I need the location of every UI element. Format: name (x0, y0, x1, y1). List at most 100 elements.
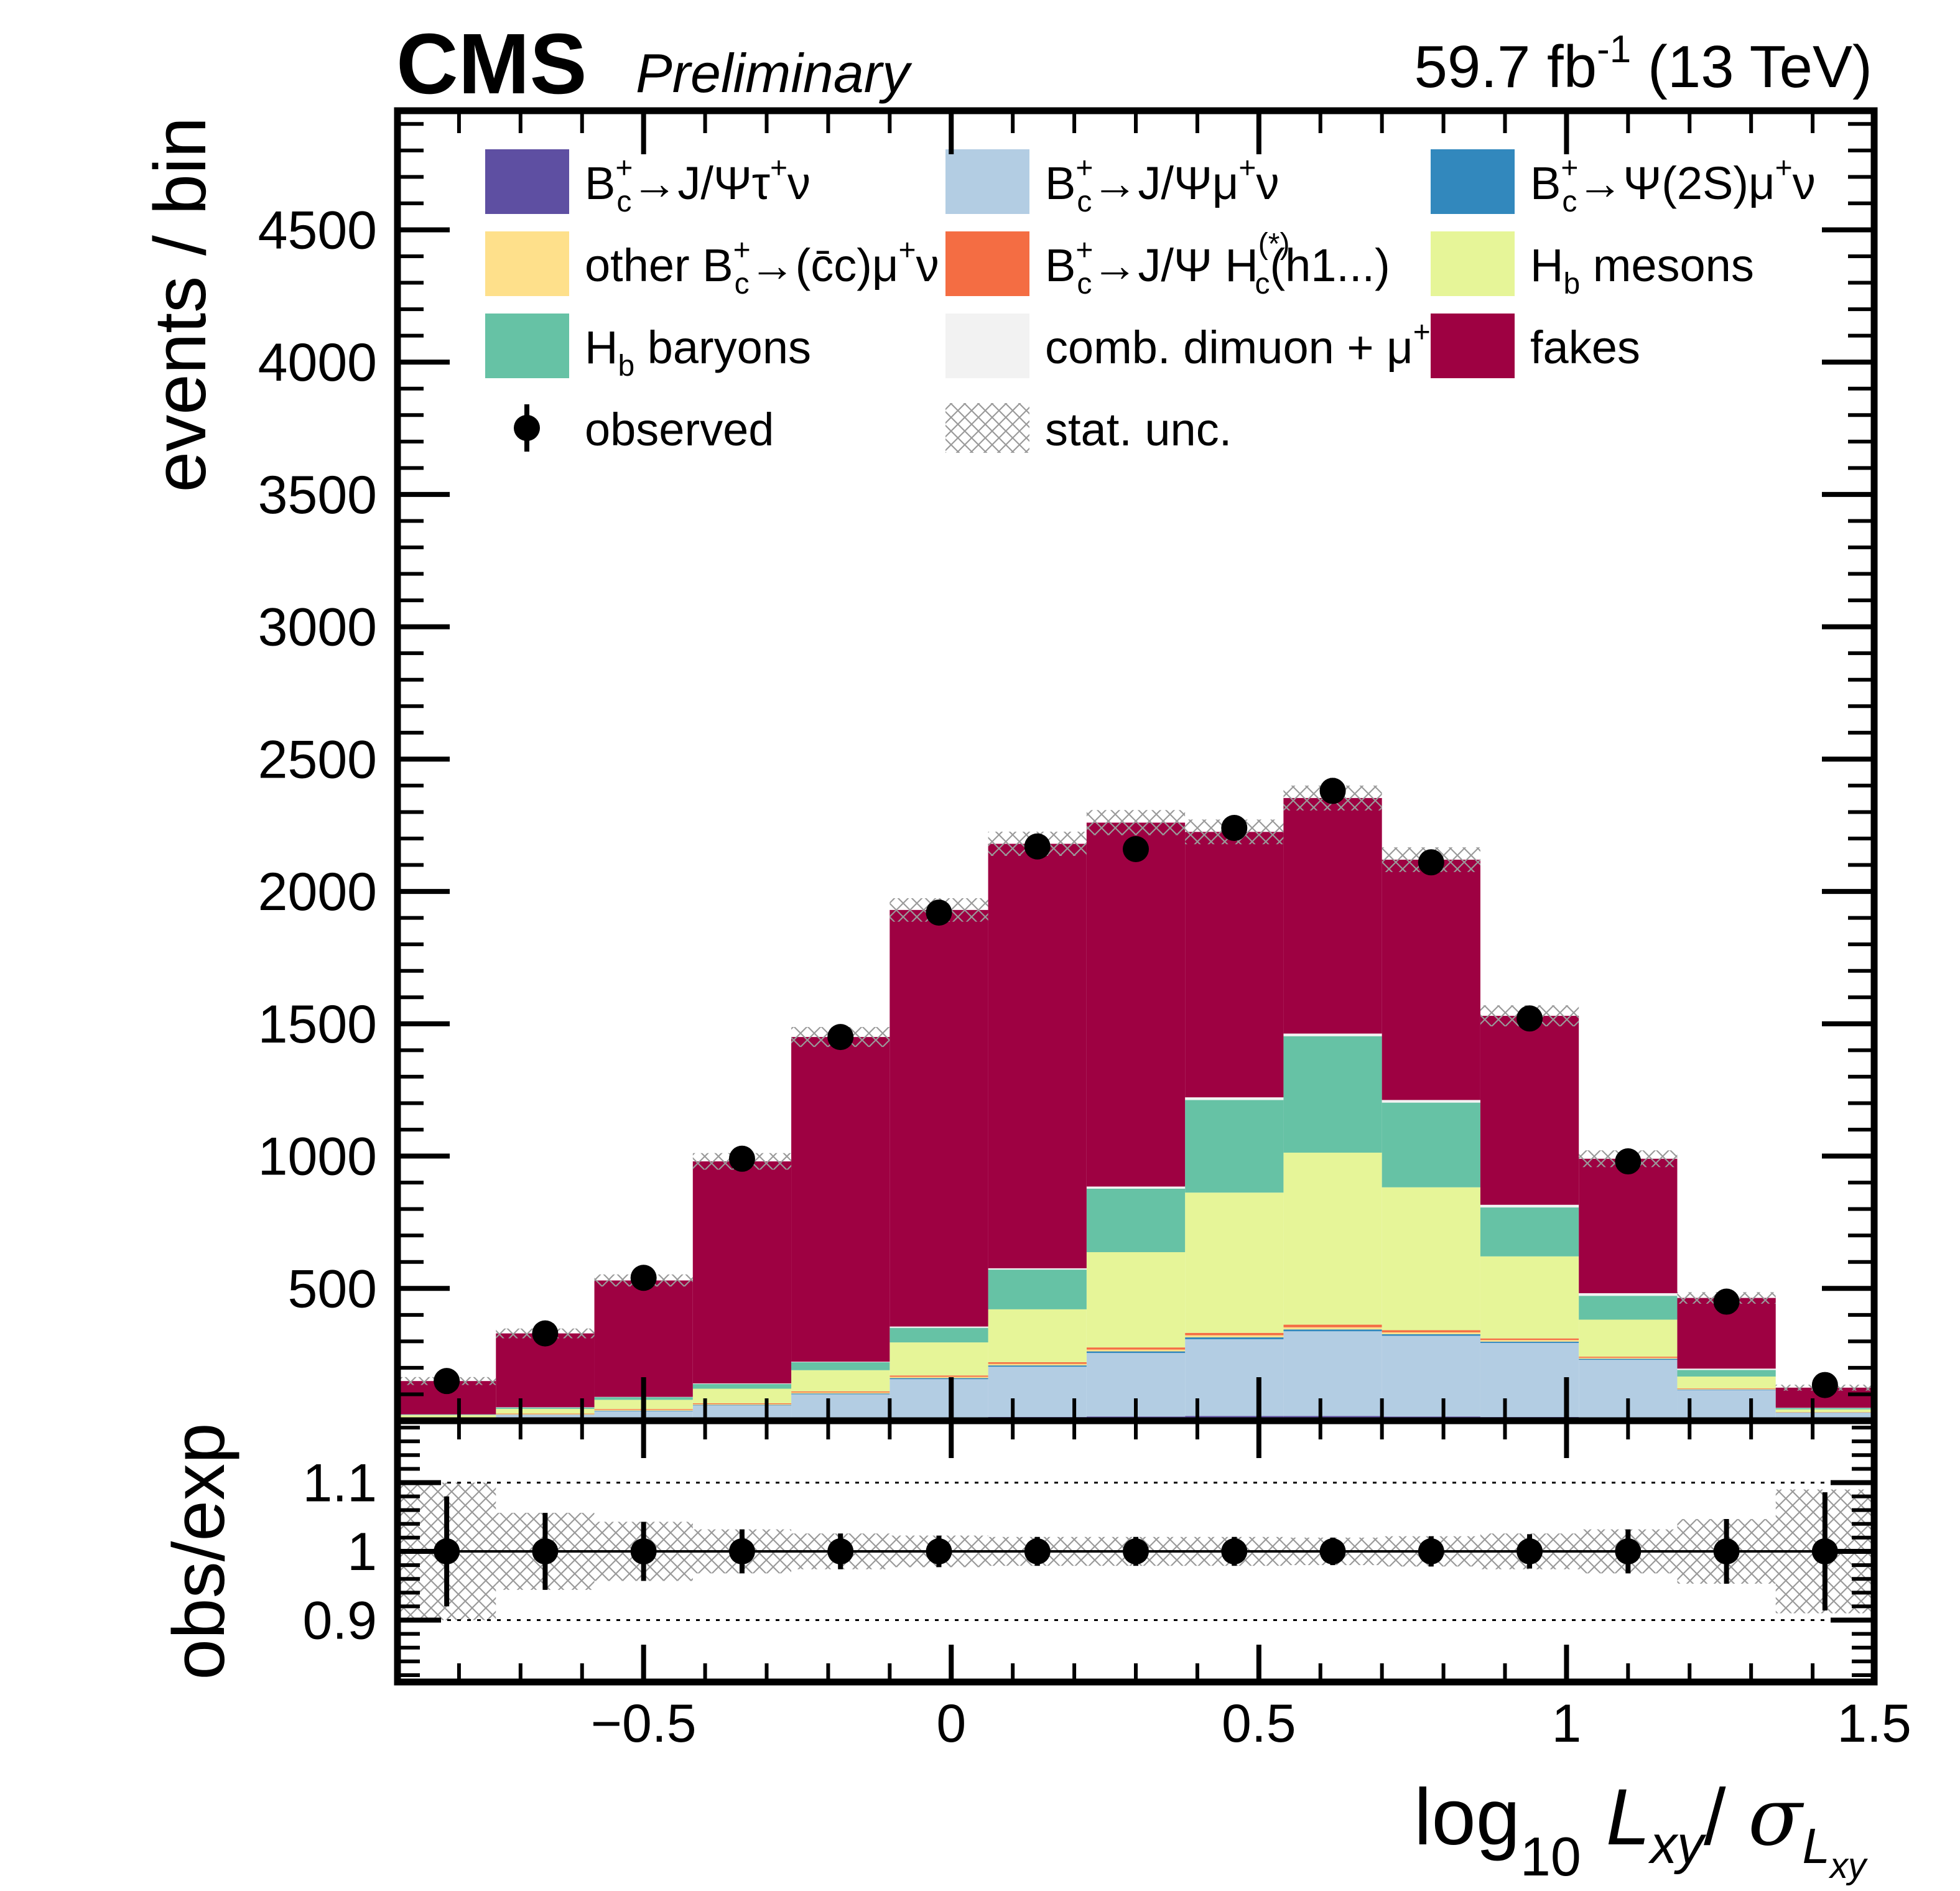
y-tick-label: 500 (288, 1259, 378, 1319)
bar-segment (1677, 1368, 1776, 1370)
bar-segment (1283, 797, 1382, 1034)
legend-label-part: →J/Ψμ (1092, 157, 1238, 209)
x-axis-label: log10 Lxy/ σLxy (1414, 1771, 1868, 1887)
x-label-log: log (1414, 1773, 1520, 1862)
bar-segment (1480, 1338, 1579, 1340)
legend-label-part: other (585, 239, 702, 291)
legend-label-part: B (1530, 157, 1561, 209)
bar-segment (1579, 1296, 1678, 1320)
bar-segment (889, 909, 988, 1327)
bar-segment (791, 1391, 890, 1393)
legend-label-part: c (616, 185, 631, 218)
legend-swatch (485, 314, 569, 378)
legend-label: B+ c→Ψ(2S)μ+ν (1530, 152, 1816, 218)
main-y-axis-label: events / bin (139, 117, 221, 492)
legend-swatch (945, 149, 1029, 214)
stacked-histogram (397, 797, 1874, 1421)
legend-label-part: c (1077, 185, 1092, 218)
obs-point (1123, 836, 1149, 863)
legend-marker (514, 415, 540, 441)
bar-segment (1382, 1102, 1480, 1187)
legend-label-part: + (899, 234, 916, 267)
bar-segment (1677, 1390, 1776, 1419)
legend-swatch (945, 314, 1029, 378)
y-tick-label: 4000 (258, 333, 377, 393)
legend-swatch (485, 231, 569, 296)
legend-label: stat. unc. (1045, 404, 1232, 455)
obs-point (532, 1320, 559, 1347)
legend-label-part: →J/Ψτ (631, 157, 770, 209)
legend-label-part: + (1075, 152, 1093, 185)
legend-label-part: c (1562, 185, 1577, 218)
legend-label-part: + (1075, 234, 1093, 267)
legend-label-part: observed (585, 404, 774, 455)
bar-segment (1185, 1100, 1284, 1193)
bar-segment (1086, 1351, 1186, 1354)
x-label-sigma-sub-sub: xy (1828, 1846, 1868, 1886)
bar-segment (889, 1342, 988, 1376)
x-label-var: L (1606, 1773, 1650, 1862)
legend-label-part: H (1530, 239, 1563, 291)
bar-segment (1480, 1016, 1579, 1205)
y-tick-label: 2000 (258, 862, 377, 922)
unc-hatch (1086, 810, 1186, 835)
bar-segment (1775, 1408, 1874, 1410)
ratio-point (1123, 1538, 1149, 1564)
bar-segment (1480, 1341, 1579, 1343)
ratio-point (532, 1538, 559, 1564)
legend-swatch (945, 231, 1029, 296)
bar-segment (496, 1408, 595, 1414)
ratio-point (630, 1538, 657, 1564)
legend-label-part: H (585, 322, 618, 373)
legend-label-part: ν (1793, 157, 1816, 209)
legend-label-part: c (735, 267, 750, 300)
obs-point (1713, 1288, 1740, 1315)
legend-label-part: + (1238, 152, 1256, 185)
bar-segment (1579, 1357, 1678, 1358)
bar-segment (988, 843, 1087, 1268)
ratio-point (1516, 1538, 1543, 1564)
legend-swatch (1431, 314, 1515, 378)
bar-segment (1283, 1153, 1382, 1325)
ratio-point (1615, 1538, 1642, 1564)
legend-label-part: c (1255, 267, 1270, 300)
lumi-exponent: -1 (1597, 28, 1631, 71)
bar-segment (1086, 1186, 1186, 1189)
bar-segment (1185, 1097, 1284, 1100)
bar-segment (1480, 1342, 1579, 1418)
legend-label-part: →J/Ψ H (1092, 239, 1258, 291)
ratio-y-tick-label: 1.1 (302, 1453, 377, 1513)
bar-segment (988, 1309, 1087, 1362)
bar-segment (889, 1377, 988, 1378)
obs-point (1221, 814, 1248, 841)
bar-segment (692, 1161, 792, 1384)
obs-point (1024, 833, 1051, 860)
bar-segment (1185, 1337, 1284, 1339)
bar-segment (988, 1362, 1087, 1364)
legend-label-part: + (1775, 152, 1793, 185)
legend-label-part: comb. dimuon + μ (1045, 322, 1413, 373)
legend-label: observed (585, 404, 774, 455)
bar-segment (1579, 1158, 1678, 1293)
observed-points (434, 778, 1838, 1398)
x-label-sep: / (1704, 1773, 1748, 1862)
legend-label-part: B (702, 239, 733, 291)
bar-segment (889, 1327, 988, 1343)
ratio-point (1713, 1538, 1740, 1564)
legend-label: Hb baryons (585, 322, 811, 383)
bar-segment (1185, 1192, 1284, 1333)
experiment-label: CMS (396, 16, 587, 112)
bar-segment (1185, 1335, 1284, 1337)
bar-segment (1579, 1357, 1678, 1359)
bar-segment (1382, 1334, 1480, 1336)
bar-segment (791, 1370, 890, 1392)
bar-segment (1382, 1332, 1480, 1334)
bar-segment (496, 1413, 595, 1415)
bar-segment (791, 1362, 890, 1370)
legend-label-part: + (1413, 316, 1431, 349)
bar-segment (1086, 1349, 1186, 1352)
bar-segment (791, 1393, 890, 1395)
ratio-point (1319, 1538, 1346, 1564)
bar-segment (1480, 1207, 1579, 1257)
